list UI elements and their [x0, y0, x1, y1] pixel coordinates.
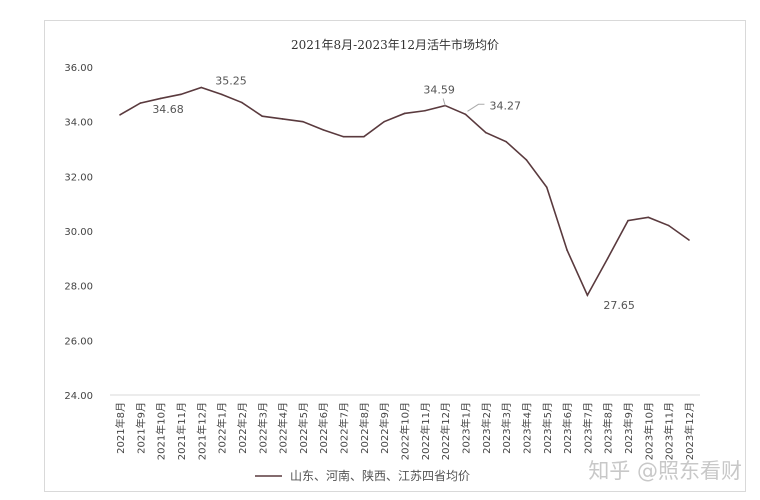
x-tick-label: 2022年2月	[236, 402, 249, 454]
x-tick-label: 2022年1月	[216, 402, 229, 454]
x-tick-label: 2021年10月	[155, 402, 168, 460]
data-point	[424, 109, 426, 112]
watermark: 知乎 @照东看财	[588, 459, 742, 483]
data-point	[241, 101, 243, 104]
data-label: 34.68	[152, 103, 184, 116]
x-tick-label: 2023年6月	[561, 402, 574, 454]
x-tick-label: 2022年10月	[399, 402, 412, 460]
x-tick-label: 2023年3月	[500, 402, 513, 454]
x-tick-label: 2023年11月	[663, 402, 676, 460]
data-point	[180, 93, 182, 96]
x-tick-label: 2023年10月	[642, 402, 655, 460]
y-tick-label: 24.00	[64, 391, 93, 402]
x-tick-label: 2023年7月	[581, 402, 594, 454]
data-point	[322, 129, 325, 131]
x-tick-label: 2022年11月	[419, 402, 432, 460]
leader-line	[467, 103, 485, 112]
x-tick-label: 2022年6月	[317, 402, 330, 454]
x-tick-label: 2022年4月	[277, 402, 290, 454]
y-tick-label: 30.00	[64, 227, 93, 238]
data-point	[545, 186, 548, 189]
chart-frame	[44, 20, 746, 492]
data-label: 34.27	[489, 99, 521, 112]
data-label: 34.59	[423, 84, 455, 97]
y-tick-label: 34.00	[64, 118, 93, 129]
x-tick-label: 2022年7月	[338, 402, 351, 454]
x-tick-label: 2022年12月	[439, 402, 452, 460]
data-point	[606, 257, 609, 260]
data-label: 35.25	[215, 75, 247, 88]
data-point	[363, 135, 365, 138]
x-tick-label: 2021年11月	[175, 402, 188, 460]
chart-title: 2021年8月-2023年12月活牛市场均价	[291, 37, 499, 52]
x-tick-label: 2023年4月	[520, 402, 533, 454]
data-point	[302, 120, 304, 123]
y-tick-label: 36.00	[64, 63, 93, 74]
x-tick-label: 2022年8月	[358, 402, 371, 454]
x-tick-label: 2021年12月	[195, 402, 208, 460]
data-point	[688, 239, 690, 241]
data-point	[383, 120, 385, 123]
x-tick-label: 2023年9月	[622, 402, 635, 454]
x-tick-label: 2022年9月	[378, 402, 391, 454]
data-point	[586, 294, 589, 297]
data-point	[627, 219, 629, 222]
data-point	[647, 216, 650, 219]
x-tick-label: 2022年5月	[297, 402, 310, 454]
x-tick-label: 2021年9月	[134, 402, 147, 454]
x-tick-label: 2023年2月	[480, 402, 493, 454]
data-point	[261, 115, 264, 117]
legend-label: 山东、河南、陕西、江苏四省均价	[290, 468, 470, 483]
x-tick-label: 2023年1月	[459, 402, 472, 454]
data-point	[403, 112, 406, 115]
data-point	[220, 93, 223, 96]
data-point	[505, 140, 507, 143]
x-tick-label: 2023年5月	[541, 402, 554, 454]
data-point	[667, 224, 670, 227]
data-point	[200, 86, 203, 89]
series-line	[119, 86, 690, 298]
y-tick-label: 28.00	[64, 282, 93, 293]
data-point	[281, 118, 284, 120]
data-point	[119, 114, 121, 116]
data-point	[525, 159, 528, 161]
x-tick-label: 2021年8月	[114, 402, 127, 454]
data-point	[464, 113, 467, 116]
data-label: 27.65	[603, 299, 635, 312]
data-point	[566, 249, 568, 251]
data-point	[139, 102, 142, 104]
x-tick-label: 2023年8月	[602, 402, 615, 454]
x-tick-label: 2022年3月	[256, 402, 269, 454]
data-point	[342, 135, 345, 138]
data-point	[159, 97, 162, 100]
y-tick-label: 26.00	[64, 336, 93, 347]
leader-line	[442, 98, 446, 106]
y-tick-label: 32.00	[64, 172, 93, 183]
x-tick-label: 2023年12月	[683, 402, 696, 460]
data-point	[484, 131, 487, 134]
